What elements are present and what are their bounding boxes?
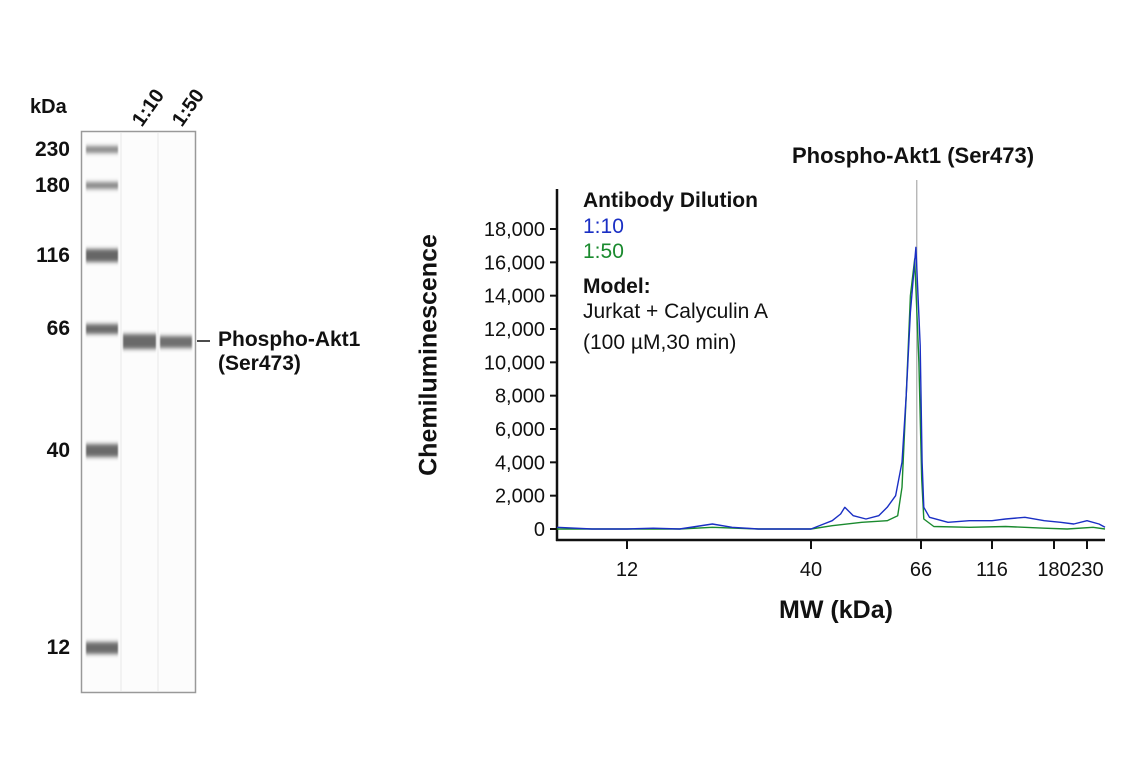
y-tick-label: 8,000 [495, 386, 545, 408]
x-tick-label: 230 [1070, 559, 1103, 581]
ladder-band-12 [86, 642, 118, 654]
y-tick-label: 14,000 [484, 286, 545, 308]
band-label-line1: Phospho-Akt1 [218, 328, 361, 351]
ladder-band-180 [86, 182, 118, 189]
model-line2: (100 µM,30 min) [583, 331, 737, 354]
band-label-line2: (Ser473) [218, 352, 301, 375]
sample-band-1-50 [160, 336, 192, 348]
model-line1: Jurkat + Calyculin A [583, 300, 769, 323]
y-tick-label: 18,000 [484, 219, 545, 241]
blot-kda-label: kDa [30, 96, 67, 118]
y-tick-label: 10,000 [484, 352, 545, 374]
series-line-1-10 [556, 246, 1106, 530]
ladder-label-230: 230 [34, 138, 70, 161]
y-tick-label: 16,000 [484, 252, 545, 274]
ladder-label-66: 66 [46, 317, 70, 340]
chart-title: Phospho-Akt1 (Ser473) [791, 143, 1035, 168]
x-tick-label: 40 [800, 559, 822, 581]
x-tick-label: 116 [976, 559, 1008, 581]
ladder-band-66 [86, 324, 118, 334]
blot-frame [80, 130, 197, 694]
legend-item-1-10: 1:10 [583, 215, 624, 238]
ladder-band-40 [86, 444, 118, 457]
sample-band-1-10 [123, 334, 156, 349]
y-tick-label: 6,000 [495, 419, 545, 441]
ladder-band-230 [86, 146, 118, 153]
x-tick-label: 12 [616, 559, 638, 581]
legend-title: Antibody Dilution [583, 189, 758, 212]
y-tick-label: 0 [534, 519, 545, 541]
ladder-band-116 [86, 249, 118, 262]
x-axis-label: MW (kDa) [779, 596, 893, 624]
ladder-label-40: 40 [46, 439, 70, 462]
legend-item-1-50: 1:50 [583, 240, 624, 263]
y-axis-label: Chemiluminescence [414, 234, 443, 476]
y-tick-label: 12,000 [484, 319, 545, 341]
y-tick-label: 4,000 [495, 452, 545, 474]
ladder-label-116: 116 [36, 244, 70, 267]
x-tick-label: 180 [1037, 559, 1070, 581]
ladder-label-180: 180 [34, 174, 70, 197]
x-tick-label: 66 [910, 559, 932, 581]
y-tick-label: 2,000 [495, 486, 545, 508]
model-title: Model: [583, 275, 651, 298]
ladder-label-12: 12 [46, 636, 70, 659]
